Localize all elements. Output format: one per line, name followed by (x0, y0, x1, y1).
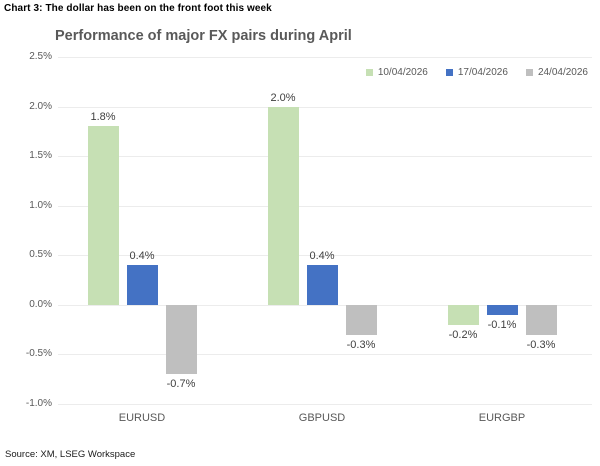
x-axis-category-label: EURGBP (478, 412, 526, 424)
y-axis-tick-label: 2.0% (29, 101, 52, 112)
data-label: 0.4% (129, 250, 155, 263)
legend-swatch (365, 69, 373, 76)
gridline (58, 404, 592, 405)
data-label: -0.3% (526, 338, 556, 351)
chart-legend: 10/04/2026 17/04/2026 24/04/2026 (365, 67, 588, 78)
x-axis-category-label: EURUSD (118, 412, 166, 424)
y-axis-tick-label: 0.5% (29, 249, 52, 260)
page-title: Chart 3: The dollar has been on the fron… (4, 3, 272, 14)
legend-swatch (525, 69, 533, 76)
legend-label: 10/04/2026 (377, 67, 428, 78)
bar-EURUSD-24/04/2026 (165, 304, 197, 375)
gridline (58, 57, 592, 58)
y-axis-tick-label: -0.5% (25, 348, 52, 359)
y-axis-tick-label: -1.0% (25, 398, 52, 409)
data-label: 1.8% (90, 111, 116, 124)
x-axis-category-label: GBPUSD (298, 412, 346, 424)
bar-EURGBP-10/04/2026 (447, 304, 479, 325)
data-label: -0.3% (346, 338, 376, 351)
legend-label: 17/04/2026 (457, 67, 508, 78)
bar-GBPUSD-10/04/2026 (267, 106, 299, 305)
data-label: -0.1% (487, 318, 517, 331)
gridline (58, 206, 592, 207)
y-axis-tick-label: 2.5% (29, 51, 52, 62)
legend-label: 24/04/2026 (537, 67, 588, 78)
y-axis-tick-label: 1.0% (29, 200, 52, 211)
gridline (58, 305, 592, 306)
data-label: 0.4% (309, 250, 335, 263)
y-axis-tick-label: 0.0% (29, 299, 52, 310)
source-note: Source: XM, LSEG Workspace (5, 449, 136, 460)
legend-item: 10/04/2026 (365, 67, 428, 78)
gridline (58, 107, 592, 108)
data-label: -0.2% (448, 328, 478, 341)
data-label: 2.0% (270, 91, 296, 104)
bar-EURGBP-24/04/2026 (525, 304, 557, 335)
bar-GBPUSD-17/04/2026 (306, 265, 338, 305)
legend-item: 24/04/2026 (525, 67, 588, 78)
bar-EURGBP-17/04/2026 (486, 304, 518, 315)
legend-item: 17/04/2026 (445, 67, 508, 78)
legend-swatch (445, 69, 453, 76)
data-label: -0.7% (166, 378, 196, 391)
gridline (58, 156, 592, 157)
bar-EURUSD-10/04/2026 (87, 126, 119, 305)
gridline (58, 255, 592, 256)
bar-GBPUSD-24/04/2026 (345, 304, 377, 335)
gridline (58, 354, 592, 355)
bar-EURUSD-17/04/2026 (126, 265, 158, 305)
y-axis-tick-label: 1.5% (29, 150, 52, 161)
chart-title: Performance of major FX pairs during Apr… (55, 28, 352, 44)
